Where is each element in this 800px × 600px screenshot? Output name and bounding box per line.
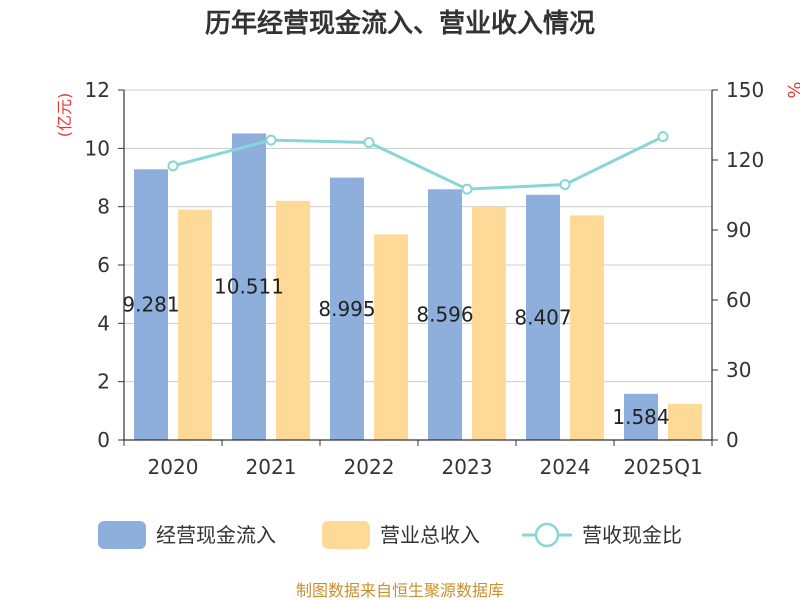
left-tick-label: 8 [97, 195, 110, 219]
ratio-line [167, 131, 669, 195]
source-note: 制图数据来自恒生聚源数据库 [296, 581, 504, 600]
legend-swatch-total-revenue [322, 521, 370, 549]
left-axis-unit: (亿元) [55, 93, 74, 138]
ratio-point [167, 160, 179, 172]
x-tick-label: 2025Q1 [623, 455, 702, 479]
right-tick-label: 120 [726, 148, 764, 172]
bar-cash-inflow [330, 177, 364, 441]
cash-inflow-label: 8.407 [514, 305, 571, 329]
right-tick-label: 0 [726, 428, 739, 452]
left-tick-label: 6 [97, 253, 110, 277]
ratio-point [559, 179, 571, 190]
legend-label-ratio: 营收现金比 [582, 523, 682, 547]
legend-swatch-ratio-marker [534, 522, 560, 548]
bar-cash-inflow [624, 393, 658, 440]
chart-title: 历年经营现金流入、营业收入情况 [205, 8, 595, 39]
left-tick-label: 12 [85, 78, 110, 102]
ratio-point [265, 134, 277, 146]
bar-total-revenue [472, 206, 506, 440]
cash-inflow-label: 8.596 [416, 303, 473, 327]
bar-total-revenue [668, 403, 702, 440]
left-tick-label: 2 [97, 370, 110, 394]
ratio-point [657, 131, 669, 143]
left-tick-label: 0 [97, 428, 110, 452]
right-tick-label: 90 [726, 218, 751, 242]
right-axis-unit: % [783, 81, 800, 98]
cash-inflow-label: 8.995 [318, 297, 375, 321]
left-tick-label: 4 [97, 311, 110, 335]
right-tick-label: 30 [726, 358, 751, 382]
bars [134, 133, 702, 441]
bar-cash-inflow [134, 169, 168, 440]
cash-inflow-label: 1.584 [612, 405, 669, 429]
data-labels: 9.281 10.511 8.995 8.596 8.407 1.584 [122, 275, 669, 429]
bar-total-revenue [570, 215, 604, 440]
legend-label-cash-inflow: 经营现金流入 [156, 523, 276, 547]
ratio-line-path [172, 135, 664, 191]
cash-inflow-label: 10.511 [214, 275, 284, 299]
bar-total-revenue [276, 200, 310, 440]
bar-cash-inflow [526, 194, 560, 440]
x-tick-label: 2022 [344, 455, 395, 479]
ratio-point [461, 183, 473, 195]
bar-cash-inflow [428, 189, 462, 440]
bar-total-revenue [178, 209, 212, 440]
legend: 经营现金流入 营业总收入 营收现金比 [98, 521, 682, 549]
right-tick-label: 60 [726, 288, 751, 312]
legend-label-total-revenue: 营业总收入 [380, 523, 480, 547]
x-tick-label: 2020 [148, 455, 199, 479]
cash-inflow-label: 9.281 [122, 293, 179, 317]
grid [124, 89, 712, 383]
left-tick-label: 10 [85, 136, 110, 160]
legend-swatch-cash-inflow [98, 521, 146, 549]
bar-total-revenue [374, 234, 408, 440]
x-tick-label: 2024 [540, 455, 591, 479]
right-tick-label: 150 [726, 78, 764, 102]
ratio-point [363, 137, 375, 148]
bar-cash-inflow [232, 133, 266, 440]
x-tick-label: 2021 [246, 455, 297, 479]
x-tick-label: 2023 [442, 455, 493, 479]
